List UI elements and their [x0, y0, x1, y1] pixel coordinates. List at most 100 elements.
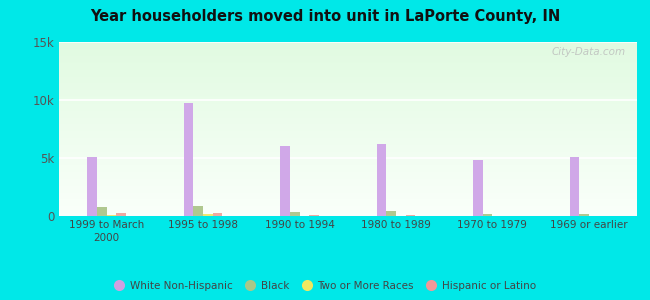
Bar — [58, 95, 637, 96]
Bar — [58, 97, 637, 98]
Bar — [58, 184, 637, 185]
Bar — [58, 210, 637, 211]
Bar — [58, 105, 637, 106]
Bar — [58, 51, 637, 52]
Bar — [58, 201, 637, 202]
Bar — [58, 112, 637, 113]
Bar — [97, 207, 107, 216]
Bar — [213, 212, 222, 216]
Bar — [58, 140, 637, 141]
Bar — [58, 128, 637, 129]
Bar — [58, 79, 637, 80]
Bar — [58, 54, 637, 55]
Bar — [58, 150, 637, 151]
Bar — [58, 138, 637, 139]
Bar — [58, 98, 637, 99]
Bar — [58, 103, 637, 104]
Bar — [58, 93, 637, 94]
Bar — [58, 73, 637, 74]
Bar — [58, 166, 637, 167]
Bar — [58, 189, 637, 190]
Bar — [58, 135, 637, 136]
Bar — [502, 215, 512, 216]
Bar — [58, 191, 637, 192]
Bar — [58, 45, 637, 46]
Bar — [58, 116, 637, 117]
Bar — [58, 119, 637, 120]
Bar — [58, 108, 637, 109]
Bar — [58, 115, 637, 116]
Bar — [58, 175, 637, 176]
Bar — [58, 137, 637, 138]
Bar — [58, 89, 637, 90]
Bar — [58, 204, 637, 205]
Bar — [58, 141, 637, 142]
Bar — [58, 144, 637, 145]
Bar — [58, 63, 637, 64]
Bar — [58, 178, 637, 179]
Bar — [58, 142, 637, 143]
Bar — [58, 143, 637, 144]
Bar — [58, 92, 637, 93]
Bar — [58, 102, 637, 103]
Bar — [58, 193, 637, 194]
Bar — [58, 162, 637, 163]
Bar — [58, 133, 637, 134]
Bar — [58, 126, 637, 127]
Bar — [58, 149, 637, 150]
Bar — [58, 164, 637, 165]
Bar — [58, 60, 637, 61]
Bar — [58, 163, 637, 164]
Bar — [58, 182, 637, 183]
Bar — [58, 55, 637, 56]
Bar — [58, 62, 637, 63]
Bar — [58, 72, 637, 73]
Bar — [58, 148, 637, 149]
Bar — [58, 197, 637, 198]
Bar — [58, 196, 637, 197]
Bar — [58, 139, 637, 140]
Bar — [58, 154, 637, 155]
Bar — [58, 81, 637, 82]
Bar — [58, 78, 637, 79]
Bar — [58, 76, 637, 77]
Bar — [473, 160, 483, 216]
Bar — [58, 77, 637, 78]
Bar — [58, 146, 637, 147]
Bar — [58, 107, 637, 108]
Bar — [58, 106, 637, 107]
Bar — [58, 188, 637, 189]
Bar — [58, 173, 637, 174]
Bar — [386, 211, 396, 216]
Bar — [58, 99, 637, 100]
Bar — [58, 57, 637, 58]
Bar — [58, 124, 637, 125]
Bar — [58, 129, 637, 130]
Bar — [58, 211, 637, 212]
Bar — [184, 103, 194, 216]
Bar — [58, 136, 637, 137]
Bar — [58, 179, 637, 180]
Bar — [58, 109, 637, 110]
Bar — [58, 202, 637, 203]
Bar — [58, 177, 637, 178]
Bar — [58, 49, 637, 50]
Bar — [58, 145, 637, 146]
Bar — [58, 114, 637, 115]
Bar — [58, 68, 637, 69]
Bar — [58, 85, 637, 86]
Bar — [58, 52, 637, 53]
Bar — [58, 157, 637, 158]
Bar — [58, 48, 637, 49]
Bar — [58, 159, 637, 160]
Bar — [58, 155, 637, 156]
Bar — [58, 158, 637, 159]
Bar — [58, 71, 637, 72]
Bar — [58, 56, 637, 57]
Bar — [58, 86, 637, 87]
Bar — [58, 208, 637, 209]
Bar — [58, 100, 637, 101]
Bar — [58, 171, 637, 172]
Bar — [58, 156, 637, 157]
Bar — [58, 43, 637, 44]
